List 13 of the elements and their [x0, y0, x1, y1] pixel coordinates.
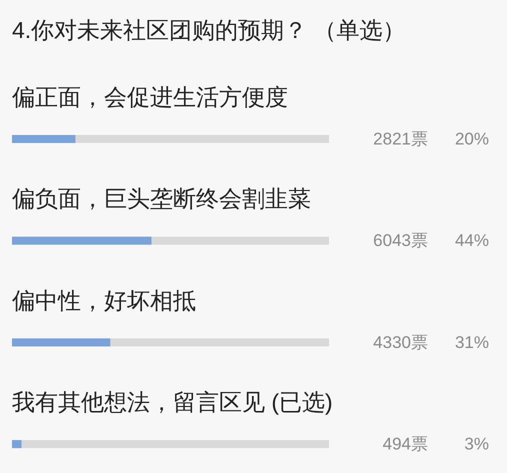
vote-count: 494票 [382, 434, 428, 454]
vote-count: 2821票 [373, 130, 428, 148]
value-label: 3% [464, 434, 489, 454]
value-label: 44% [454, 231, 489, 250]
category: 偏中性，好坏相抵 [12, 287, 196, 314]
vote-count: 6043票 [373, 231, 428, 250]
value-label: 31% [454, 332, 489, 352]
category: 偏正面，会促进生活方便度 [12, 84, 288, 110]
vote-count: 4330票 [373, 332, 428, 352]
title: 4.你对未来社区团购的预期？ （单选） [12, 17, 406, 43]
value-label: 20% [454, 130, 489, 148]
category: 我有其他想法，留言区见 (已选) [12, 389, 333, 416]
category: 偏负面，巨头垄断终会割韭菜 [12, 186, 311, 212]
